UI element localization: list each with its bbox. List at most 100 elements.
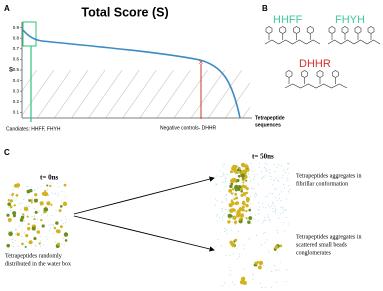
water [267,249,269,251]
water [278,248,280,250]
water [20,208,22,210]
peptide [240,209,243,212]
water [287,180,289,182]
peptide [234,192,238,196]
water [217,239,219,241]
water [252,274,254,276]
peptide [20,215,25,220]
water [216,220,218,222]
peptide [242,280,246,284]
peptide [63,232,69,237]
water [286,216,288,218]
peptide [239,280,245,285]
water [257,202,259,204]
peptide [55,221,59,225]
peptide [242,209,246,212]
peptide [16,232,20,237]
peptide [9,199,14,203]
water [221,175,223,177]
peptide [229,184,233,189]
water [231,281,233,283]
peptide [247,169,250,172]
water [27,242,29,244]
water [276,177,278,179]
peptide [40,219,43,222]
caption: fibrillar conformation [296,180,348,187]
water [12,185,14,187]
peptide [38,242,41,245]
water [272,201,274,203]
water [245,163,247,165]
water [45,235,47,237]
ring [354,26,362,34]
water [273,265,275,267]
water [265,196,267,198]
peptide [247,220,251,224]
water [225,194,227,196]
peptide [59,225,63,229]
water [12,197,14,199]
peptide [241,276,246,281]
water [226,199,228,201]
water [253,218,255,220]
peptide [274,245,279,250]
water [256,194,258,196]
water [217,214,219,216]
peptide [234,238,238,242]
water [282,207,284,209]
water [254,194,256,196]
water [219,170,221,172]
peptide [228,203,233,208]
water [271,184,273,186]
water [250,163,252,165]
water [224,213,226,215]
water [33,189,35,191]
caption: Tetrapeptides randomly [5,253,62,259]
water [65,216,67,218]
water [51,215,53,217]
water [23,199,25,201]
water [52,224,54,226]
water [275,212,277,214]
peptide [240,162,246,168]
water [287,173,289,175]
water [232,252,234,254]
ring [285,70,293,78]
peptide [234,188,238,192]
water [21,235,23,237]
water [250,223,252,225]
peptide [257,265,262,270]
water [15,229,17,231]
water [261,244,263,246]
water [262,220,264,222]
water [247,173,249,175]
water [37,228,39,230]
water [219,176,221,178]
peptide [43,207,49,212]
water [273,164,275,166]
water [236,175,238,177]
peptide [235,196,238,200]
water [33,215,35,217]
peptide [27,222,30,226]
water [12,245,14,247]
water [63,244,65,246]
peptide [245,187,249,191]
water [7,206,9,208]
water [23,243,25,245]
water [17,245,19,247]
caption: distributed in the water box [5,261,71,267]
peptide [240,190,243,193]
water [224,209,226,211]
water [279,213,281,215]
arrow [73,176,215,215]
water [21,223,23,225]
water [229,200,231,202]
water [288,188,290,190]
water [42,209,44,211]
water [272,203,274,205]
water [281,177,283,179]
water [284,230,286,232]
peptide [279,244,283,248]
peptide [26,215,29,218]
